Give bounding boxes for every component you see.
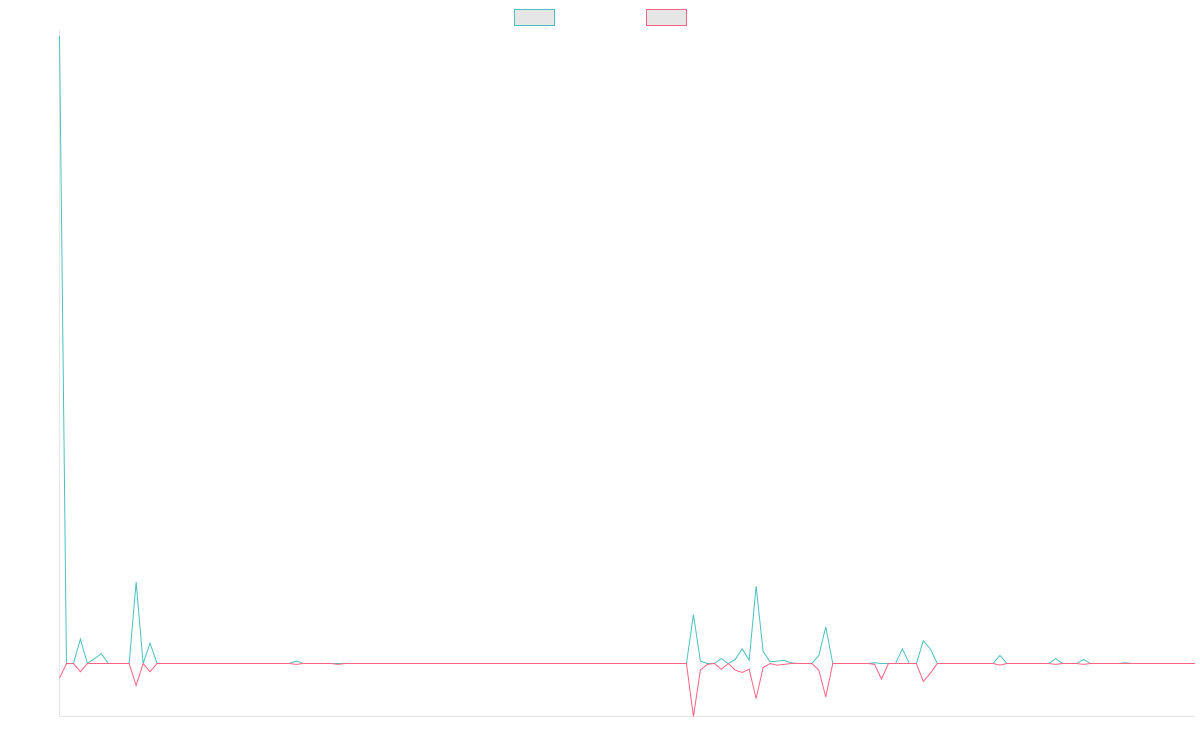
chart-legend xyxy=(514,9,687,26)
legend-swatch-1[interactable] xyxy=(514,9,555,26)
legend-swatch-2[interactable] xyxy=(646,9,687,26)
series-line-2 xyxy=(59,662,1195,717)
chart-axes xyxy=(59,30,1195,717)
series-line-1 xyxy=(59,35,1195,665)
series-layer xyxy=(59,35,1195,717)
